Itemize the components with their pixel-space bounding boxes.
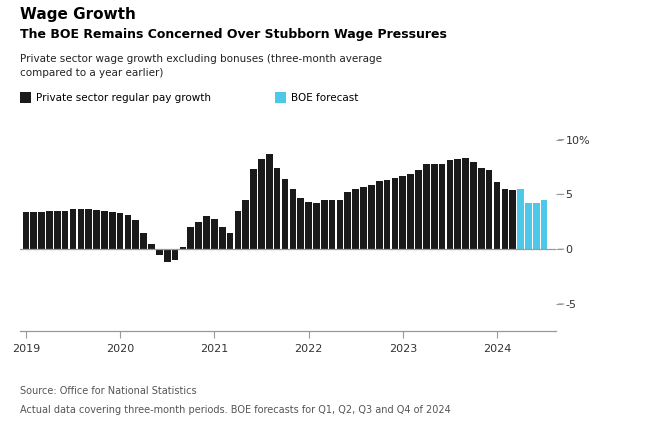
Bar bbox=[313, 203, 320, 249]
Bar bbox=[117, 213, 124, 249]
Bar bbox=[23, 212, 29, 249]
Bar bbox=[243, 200, 249, 249]
Bar bbox=[384, 180, 390, 249]
Bar bbox=[290, 189, 296, 249]
Bar bbox=[525, 203, 532, 249]
Bar bbox=[46, 211, 53, 249]
Bar bbox=[172, 249, 179, 260]
Bar bbox=[353, 189, 359, 249]
Bar bbox=[156, 249, 163, 255]
Bar bbox=[517, 189, 524, 249]
Bar bbox=[250, 169, 257, 249]
Bar bbox=[258, 159, 265, 249]
Bar bbox=[486, 170, 492, 249]
Bar bbox=[305, 202, 312, 249]
Bar bbox=[431, 164, 438, 249]
Bar bbox=[360, 187, 367, 249]
Bar bbox=[423, 164, 430, 249]
Bar bbox=[368, 184, 375, 249]
Bar bbox=[196, 222, 202, 249]
Bar bbox=[345, 192, 351, 249]
Bar bbox=[415, 170, 422, 249]
Bar bbox=[188, 227, 194, 249]
Bar bbox=[164, 249, 171, 262]
Bar bbox=[470, 162, 477, 249]
Bar bbox=[392, 178, 398, 249]
Bar bbox=[447, 160, 453, 249]
Bar bbox=[133, 220, 139, 249]
Bar bbox=[94, 210, 100, 249]
Text: The BOE Remains Concerned Over Stubborn Wage Pressures: The BOE Remains Concerned Over Stubborn … bbox=[20, 28, 447, 41]
Bar bbox=[141, 233, 147, 249]
Bar bbox=[494, 182, 500, 249]
Bar bbox=[78, 209, 84, 249]
Bar bbox=[337, 200, 343, 249]
Bar bbox=[101, 211, 108, 249]
Bar bbox=[109, 212, 116, 249]
Bar bbox=[478, 168, 485, 249]
Bar bbox=[541, 200, 547, 249]
Bar bbox=[321, 200, 328, 249]
Bar bbox=[439, 164, 445, 249]
Bar bbox=[62, 211, 69, 249]
Bar bbox=[266, 154, 273, 249]
Bar bbox=[502, 189, 508, 249]
Bar bbox=[211, 218, 218, 249]
Text: Wage Growth: Wage Growth bbox=[20, 7, 135, 21]
Bar bbox=[70, 209, 77, 249]
Bar bbox=[227, 233, 233, 249]
Bar bbox=[329, 200, 336, 249]
Text: Source: Office for National Statistics: Source: Office for National Statistics bbox=[20, 386, 196, 396]
Text: BOE forecast: BOE forecast bbox=[291, 93, 358, 103]
Bar bbox=[31, 212, 37, 249]
Bar bbox=[533, 203, 540, 249]
Text: Private sector wage growth excluding bonuses (three-month average
compared to a : Private sector wage growth excluding bon… bbox=[20, 54, 382, 78]
Bar bbox=[219, 227, 226, 249]
Bar bbox=[455, 159, 461, 249]
Bar bbox=[282, 179, 288, 249]
Bar bbox=[180, 247, 186, 249]
Bar bbox=[203, 216, 210, 249]
Text: Private sector regular pay growth: Private sector regular pay growth bbox=[36, 93, 211, 103]
Bar bbox=[298, 198, 304, 249]
Text: Actual data covering three-month periods. BOE forecasts for Q1, Q2, Q3 and Q4 of: Actual data covering three-month periods… bbox=[20, 405, 451, 416]
Bar bbox=[39, 212, 45, 249]
Bar bbox=[148, 244, 155, 249]
Bar bbox=[54, 211, 61, 249]
Bar bbox=[407, 174, 414, 249]
Bar bbox=[462, 158, 469, 249]
Bar bbox=[274, 168, 281, 249]
Bar bbox=[400, 176, 406, 249]
Bar bbox=[376, 181, 383, 249]
Bar bbox=[125, 215, 131, 249]
Bar bbox=[509, 190, 516, 249]
Bar bbox=[235, 211, 241, 249]
Bar bbox=[86, 209, 92, 249]
